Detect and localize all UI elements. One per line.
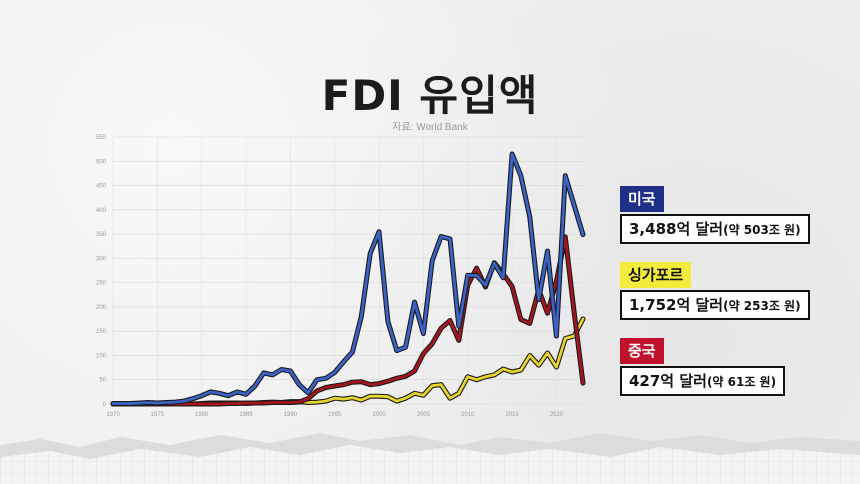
y-tick-label: 400 <box>96 208 107 214</box>
x-tick-label: 2000 <box>372 412 386 418</box>
y-tick-label: 50 <box>99 378 106 384</box>
y-tick-label: 150 <box>96 329 107 335</box>
value-usa-krw: (약 503조 원) <box>723 223 801 237</box>
series-lines <box>110 151 586 407</box>
tag-singapore: 싱가포르 <box>620 262 692 288</box>
x-tick-label: 1985 <box>239 412 253 418</box>
x-tick-label: 1970 <box>106 412 120 418</box>
series-outline-0 <box>110 151 586 406</box>
x-tick-label: 1980 <box>195 412 209 418</box>
value-singapore-krw: (약 253조 원) <box>723 299 801 313</box>
value-china: 427억 달러 <box>629 372 707 390</box>
y-tick-label: 100 <box>96 353 107 359</box>
y-tick-label: 300 <box>96 256 107 262</box>
series-outline-2 <box>110 234 586 407</box>
y-axis-ticks: 0 50 100 150 200 250 300 350 400 450 500 550 <box>96 135 107 408</box>
x-tick-label: 2020 <box>550 412 564 418</box>
x-tick-label: 1995 <box>328 412 342 418</box>
value-usa: 3,488억 달러 <box>629 220 724 238</box>
torn-paper-strip <box>0 433 860 484</box>
series-line-1 <box>111 317 585 406</box>
page-title: FDI 유입액 <box>321 71 539 120</box>
chart-grid <box>112 136 583 405</box>
source-note: 자료: World Bank <box>392 122 468 133</box>
value-singapore: 1,752억 달러 <box>629 296 724 314</box>
y-tick-label: 200 <box>96 305 107 311</box>
x-tick-label: 1990 <box>284 412 298 418</box>
x-tick-label: 2015 <box>505 412 519 418</box>
y-tick-label: 250 <box>96 281 107 287</box>
x-tick-label: 2005 <box>417 412 431 418</box>
y-tick-label: 350 <box>96 232 107 238</box>
series-outline-1 <box>110 316 586 407</box>
y-tick-label: 0 <box>103 402 107 408</box>
series-line-2 <box>111 235 585 406</box>
x-axis-ticks: 1970 1975 1980 1985 1990 1995 2000 2005 2010 2015… <box>106 412 563 418</box>
series-line-0 <box>111 152 585 405</box>
value-box-singapore: 1,752억 달러(약 253조 원) <box>620 290 810 320</box>
tag-china: 중국 <box>620 338 664 364</box>
y-tick-label: 550 <box>96 135 107 141</box>
value-china-krw: (약 61조 원) <box>706 375 777 389</box>
x-tick-label: 2010 <box>461 412 475 418</box>
y-tick-label: 450 <box>96 184 107 190</box>
y-tick-label: 500 <box>96 159 107 165</box>
tag-usa: 미국 <box>620 186 664 212</box>
x-tick-label: 1975 <box>151 412 165 418</box>
value-box-china: 427억 달러(약 61조 원) <box>620 366 786 396</box>
value-box-usa: 3,488억 달러(약 503조 원) <box>620 214 810 244</box>
